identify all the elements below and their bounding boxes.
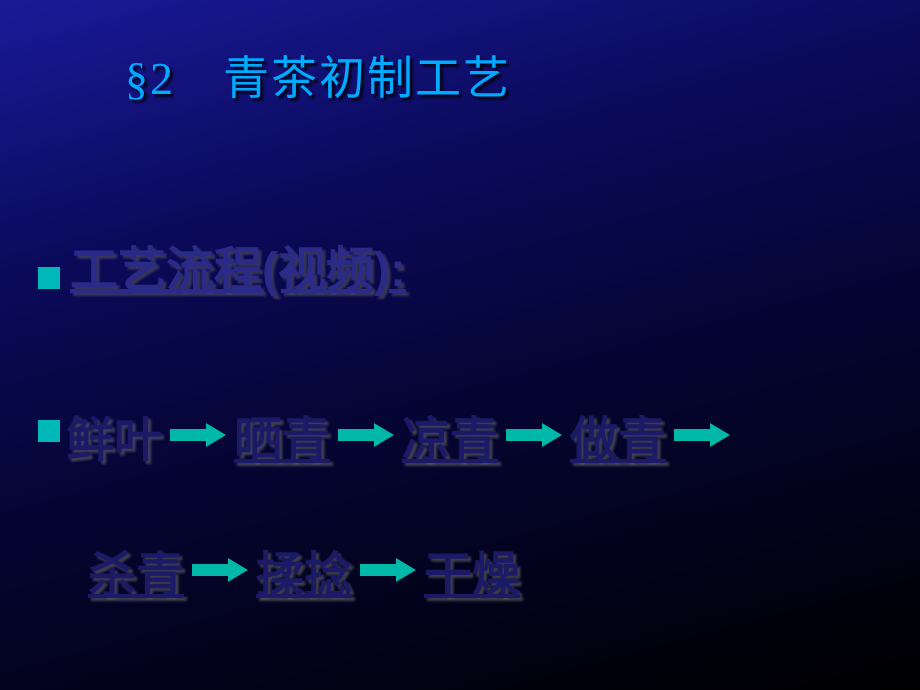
flow-step-1: 鲜叶 [66,400,162,470]
flow-row-1: 鲜叶 晒青 凉青 做青 [38,400,898,470]
arrow-icon [506,423,562,447]
arrow-icon [192,558,248,582]
flow-step-5[interactable]: 杀青 [88,535,184,605]
section-heading-container: 工艺流程(视频): [38,230,406,300]
slide-title: §2 青茶初制工艺 [125,42,511,108]
arrow-icon [360,558,416,582]
flow-step-6[interactable]: 揉捻 [256,535,352,605]
arrow-icon [674,423,730,447]
flow-step-4[interactable]: 做青 [570,400,666,470]
bullet-icon [38,420,60,442]
flow-step-7: 干燥 [424,535,520,605]
flow-row-2: 杀青 揉捻 干燥 [88,535,898,605]
flowchart-container: 鲜叶 晒青 凉青 做青 杀青 揉捻 干燥 [38,400,898,605]
flow-step-2[interactable]: 晒青 [234,400,330,470]
section-heading[interactable]: 工艺流程(视频): [70,244,406,297]
bullet-icon [38,267,60,289]
arrow-icon [170,423,226,447]
flow-step-3[interactable]: 凉青 [402,400,498,470]
arrow-icon [338,423,394,447]
